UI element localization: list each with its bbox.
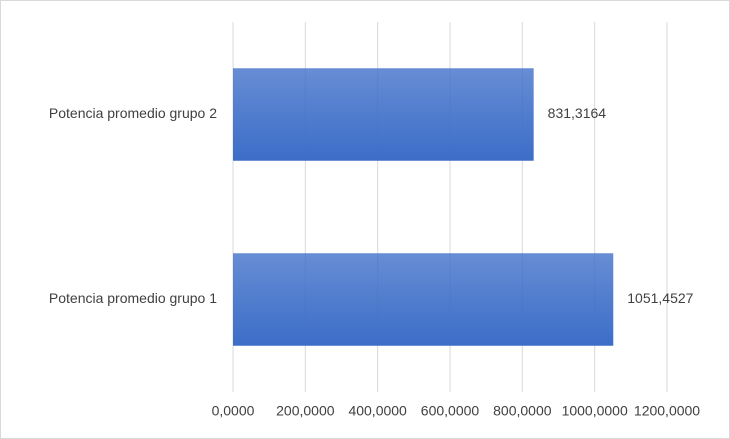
y-tick-label: Potencia promedio grupo 2 (49, 105, 217, 121)
x-tick-label: 400,0000 (348, 403, 407, 419)
x-tick-label: 0,0000 (212, 403, 255, 419)
x-tick-label: 1200,0000 (634, 403, 700, 419)
x-tick-label: 1000,0000 (562, 403, 628, 419)
bar (233, 68, 534, 161)
y-tick-label: Potencia promedio grupo 1 (49, 290, 217, 306)
data-label: 831,3164 (548, 105, 607, 121)
x-tick-label: 200,0000 (276, 403, 335, 419)
data-label: 1051,4527 (627, 290, 693, 306)
x-tick-label: 600,0000 (421, 403, 480, 419)
bar (233, 253, 614, 346)
x-tick-label: 800,0000 (493, 403, 552, 419)
